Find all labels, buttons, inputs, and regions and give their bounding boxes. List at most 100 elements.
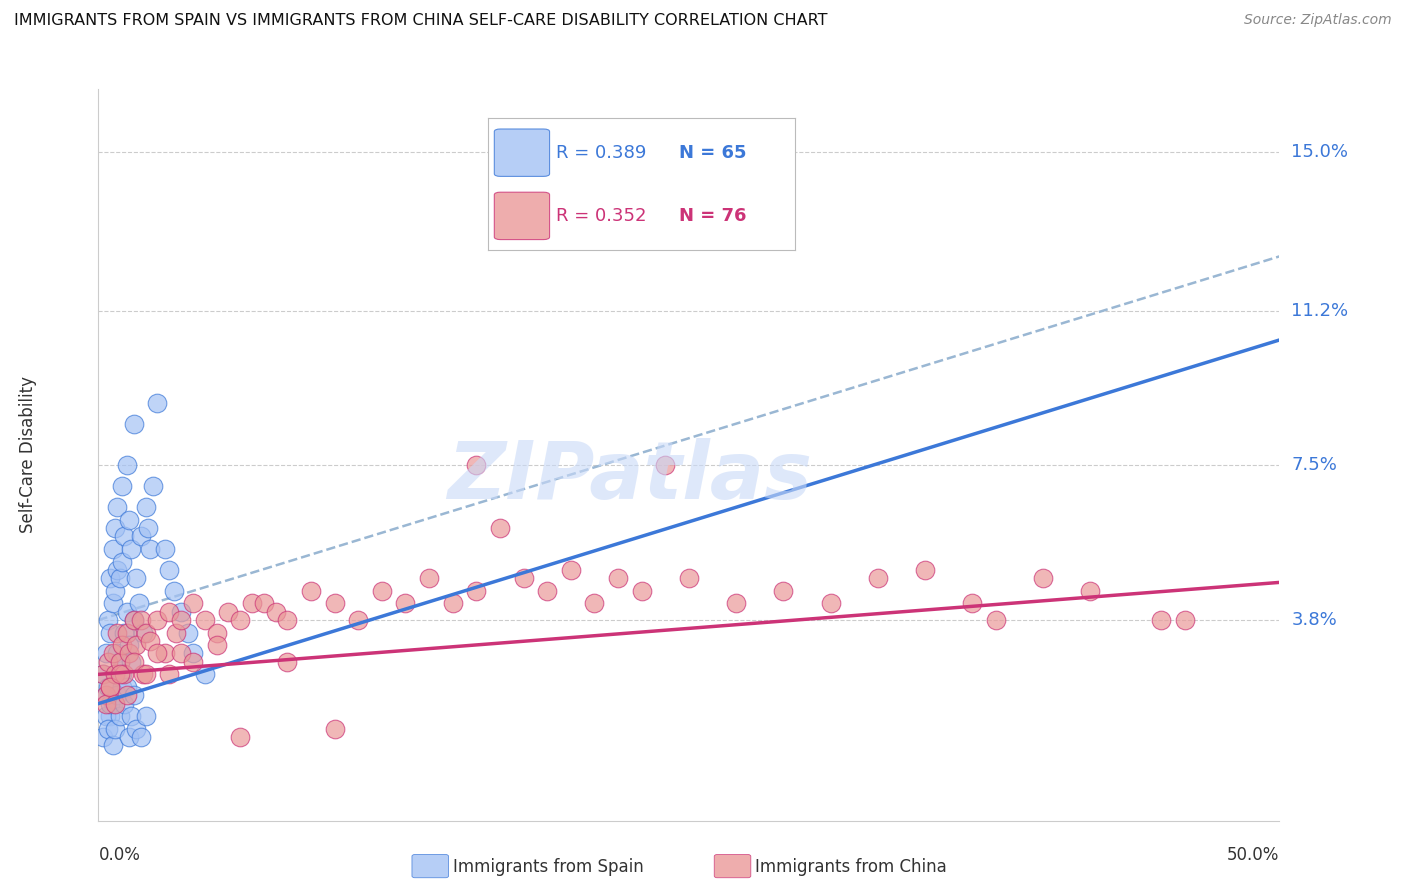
Point [122,613,145,627]
Text: 15.0%: 15.0% [1291,143,1348,161]
Point [323,596,346,610]
Point [94,688,117,702]
Point [108,655,131,669]
Point [97,680,120,694]
Point [118,638,141,652]
Point [115,688,138,702]
Point [984,613,1007,627]
Text: Self-Care Disability: Self-Care Disability [18,376,37,533]
Text: R = 0.352: R = 0.352 [555,207,647,225]
Point [94,697,117,711]
Text: 3.8%: 3.8% [1291,611,1337,629]
Point [125,722,148,736]
Point [122,613,145,627]
Point [630,583,652,598]
Point [104,667,127,681]
Point [105,625,128,640]
Point [122,655,145,669]
Point [177,625,200,640]
Point [97,655,120,669]
Point [104,583,127,598]
Point [91,667,114,681]
FancyBboxPatch shape [495,192,550,240]
Point [104,722,127,736]
Point [1174,613,1197,627]
Point [142,479,165,493]
Point [135,667,157,681]
Point [170,647,193,661]
Point [418,571,440,585]
Point [240,596,263,610]
Point [136,521,159,535]
Point [105,647,128,661]
Point [276,655,298,669]
Text: 0.0%: 0.0% [98,847,141,864]
Point [205,625,228,640]
Text: ZIPatlas: ZIPatlas [447,438,813,516]
Point [125,571,148,585]
Point [146,647,169,661]
Point [820,596,842,610]
Point [94,647,117,661]
Point [111,667,134,681]
FancyBboxPatch shape [495,129,550,177]
Point [194,613,217,627]
Point [118,513,141,527]
Point [135,625,157,640]
Point [165,625,187,640]
Point [678,571,700,585]
Text: 11.2%: 11.2% [1291,301,1348,319]
Point [772,583,794,598]
Point [112,625,135,640]
Point [104,667,127,681]
Point [112,697,135,711]
Point [264,605,287,619]
Point [108,709,131,723]
Point [121,709,143,723]
Text: Source: ZipAtlas.com: Source: ZipAtlas.com [1244,13,1392,28]
Point [121,655,143,669]
Point [129,730,152,744]
Point [101,697,124,711]
Point [181,596,204,610]
Point [153,647,176,661]
Point [536,583,558,598]
Point [122,417,145,431]
Point [115,625,138,640]
Point [121,541,143,556]
Point [157,667,180,681]
Text: 7.5%: 7.5% [1291,457,1337,475]
Point [205,638,228,652]
Point [98,680,121,694]
Point [194,667,217,681]
Point [146,395,169,409]
Point [229,730,252,744]
Point [98,571,121,585]
Point [135,709,157,723]
Text: N = 65: N = 65 [679,144,747,161]
Point [181,647,204,661]
Point [157,605,180,619]
Point [323,722,346,736]
Point [725,596,748,610]
Point [253,596,276,610]
Point [108,655,131,669]
Point [104,521,127,535]
Point [101,647,124,661]
Point [112,667,135,681]
Point [170,613,193,627]
Point [101,739,124,753]
Point [394,596,416,610]
Point [94,688,117,702]
Text: IMMIGRANTS FROM SPAIN VS IMMIGRANTS FROM CHINA SELF-CARE DISABILITY CORRELATION : IMMIGRANTS FROM SPAIN VS IMMIGRANTS FROM… [14,13,828,29]
Text: 50.0%: 50.0% [1227,847,1279,864]
Point [170,605,193,619]
Point [962,596,984,610]
Point [108,667,131,681]
Point [229,613,252,627]
Point [115,458,138,473]
Point [105,563,128,577]
Point [104,697,127,711]
Text: Immigrants from Spain: Immigrants from Spain [453,858,644,876]
Point [108,571,131,585]
